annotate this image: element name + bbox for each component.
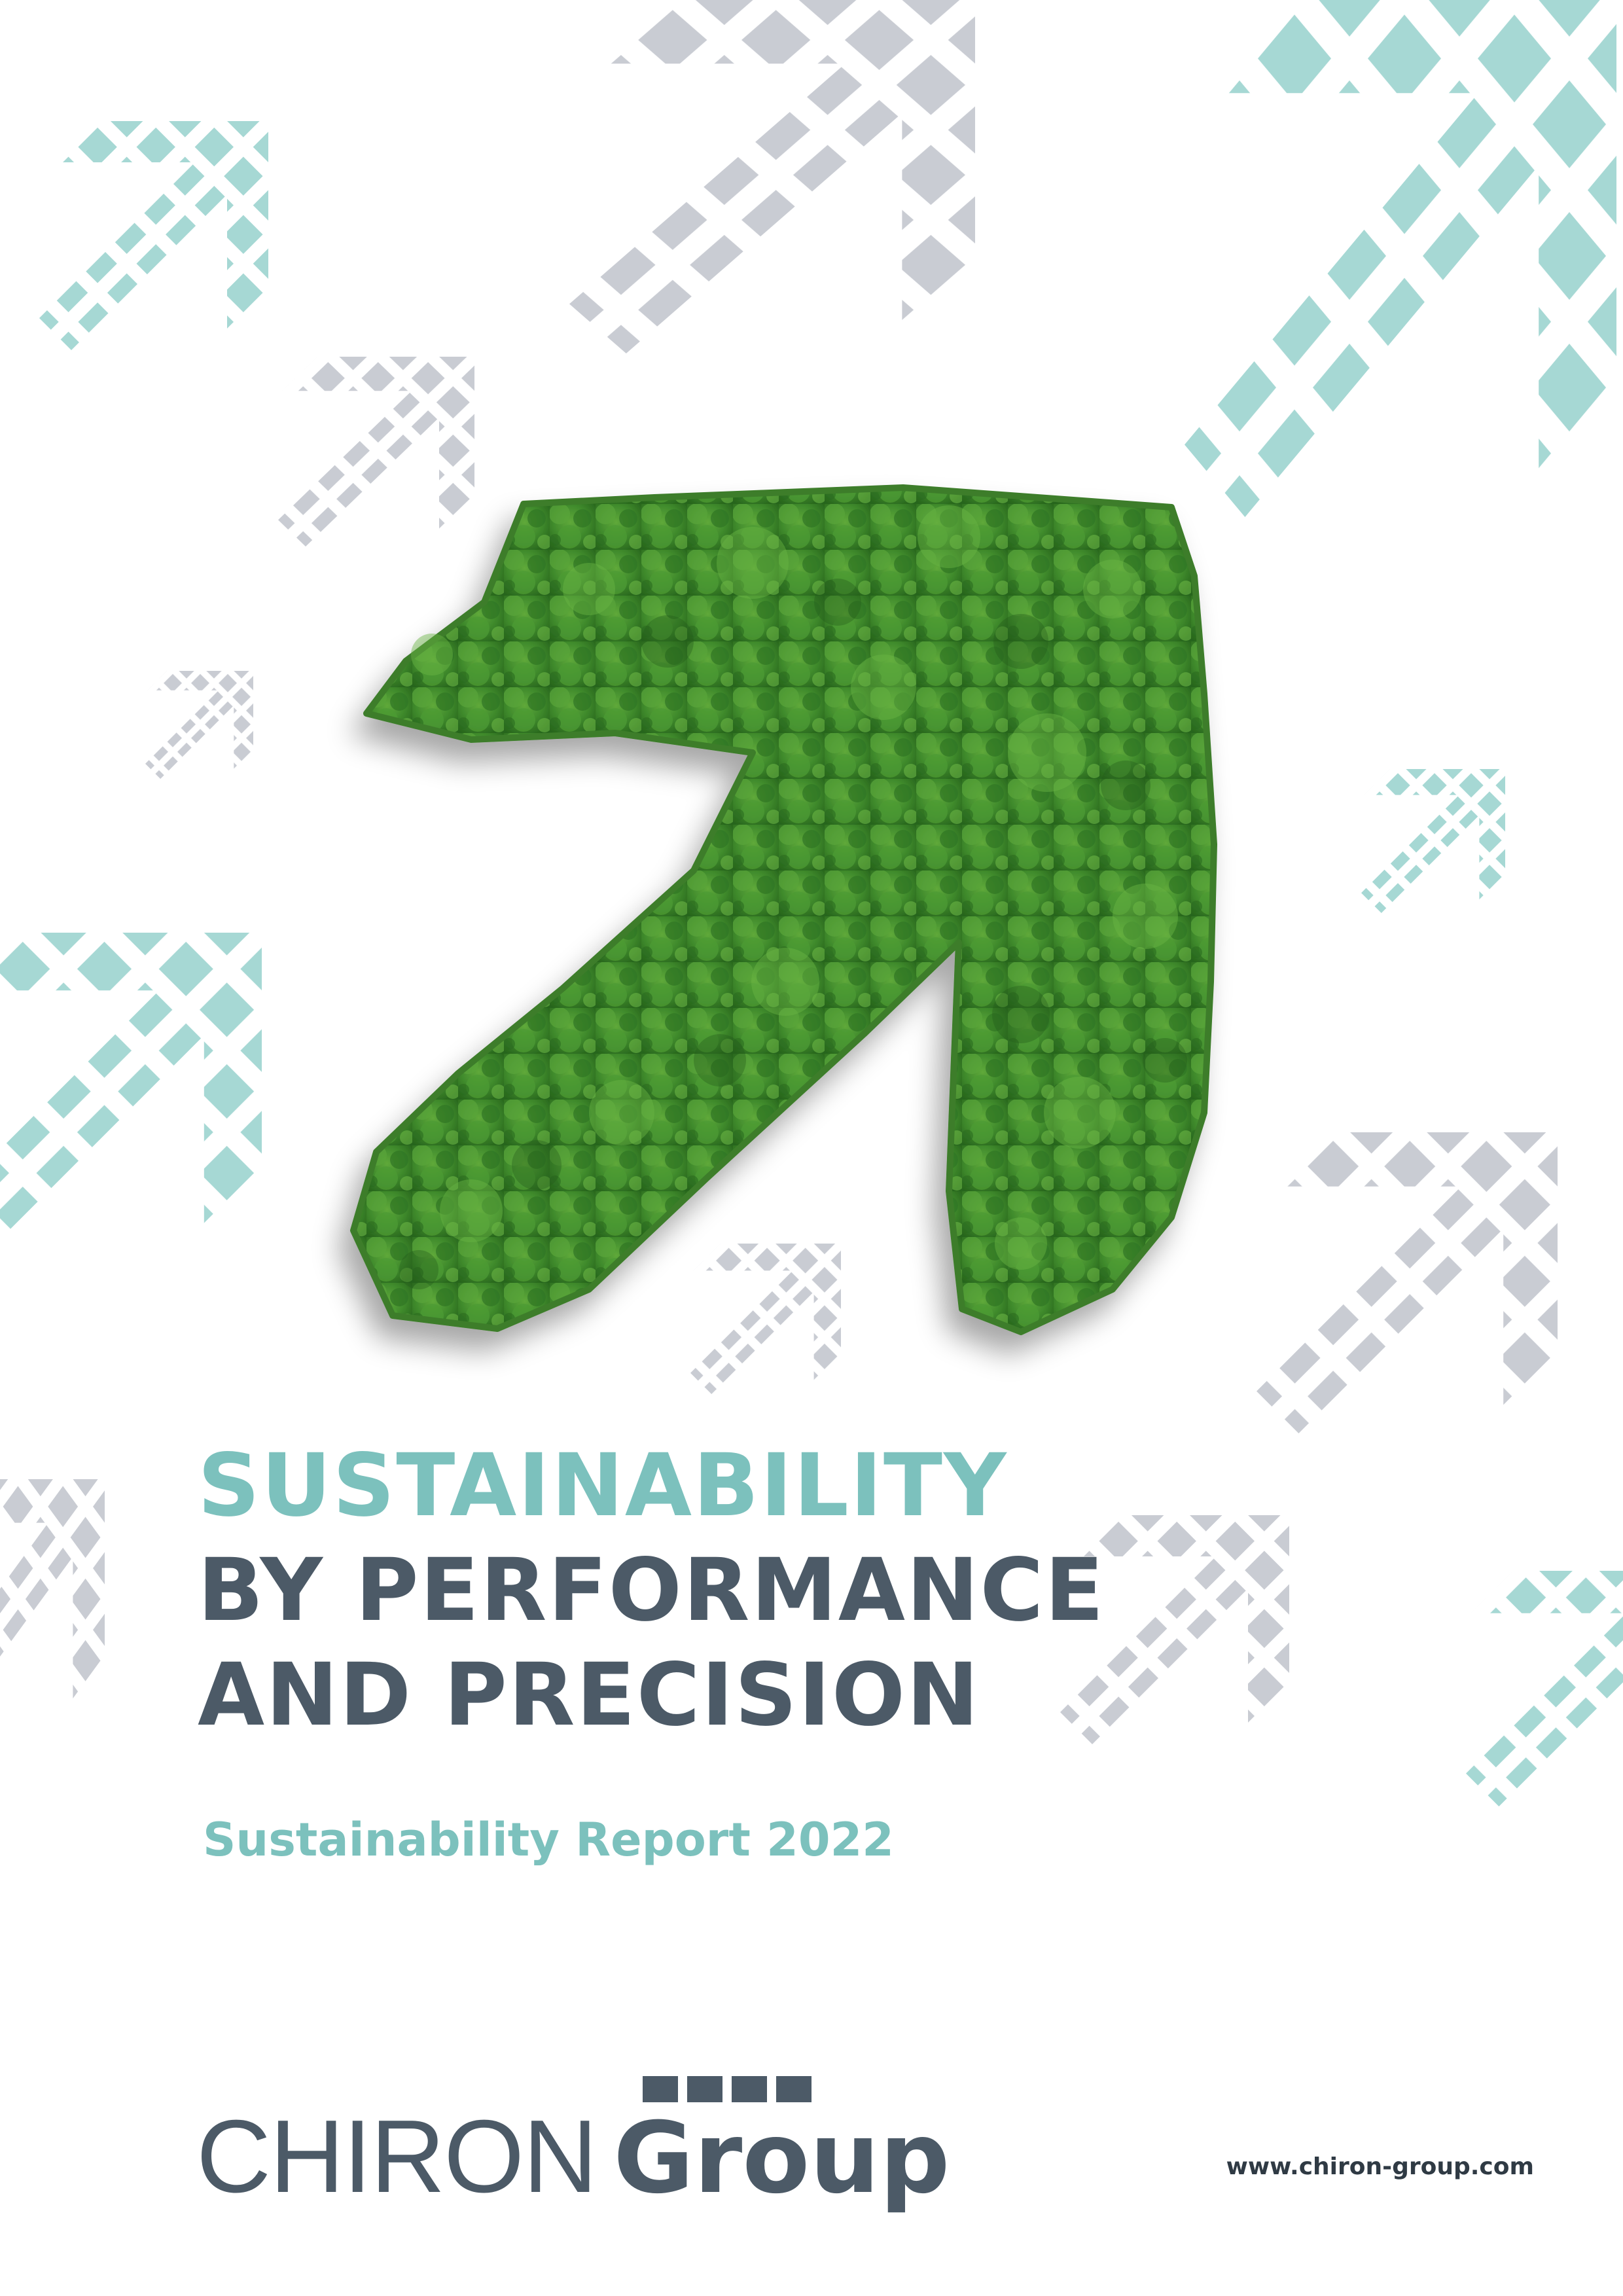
title-line-3: AND PRECISION	[198, 1645, 980, 1746]
title-line-2: BY PERFORMANCE	[198, 1540, 1105, 1641]
report-title: SUSTAINABILITY BY PERFORMANCE AND PRECIS…	[198, 1433, 1105, 1748]
report-subtitle: Sustainability Report 2022	[203, 1813, 894, 1867]
chiron-group-logo: CHIRON Group	[196, 2068, 950, 2211]
title-line-1: SUSTAINABILITY	[198, 1435, 1008, 1536]
logo-wordmark: CHIRON Group	[196, 2104, 950, 2211]
logo-squares-icon	[643, 2076, 812, 2102]
website-link[interactable]: www.chiron-group.com	[1226, 2153, 1534, 2180]
logo-word-bold: Group	[613, 2102, 950, 2215]
logo-word-light: CHIRON	[196, 2099, 597, 2214]
